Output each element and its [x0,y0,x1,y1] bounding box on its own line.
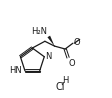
Text: O: O [69,59,75,68]
Text: H: H [62,76,69,85]
Text: N: N [45,52,52,61]
Text: HN: HN [9,66,22,75]
Text: H₂N: H₂N [32,27,48,36]
Polygon shape [47,36,55,46]
Text: Cl: Cl [56,82,65,92]
Text: O: O [73,38,80,47]
